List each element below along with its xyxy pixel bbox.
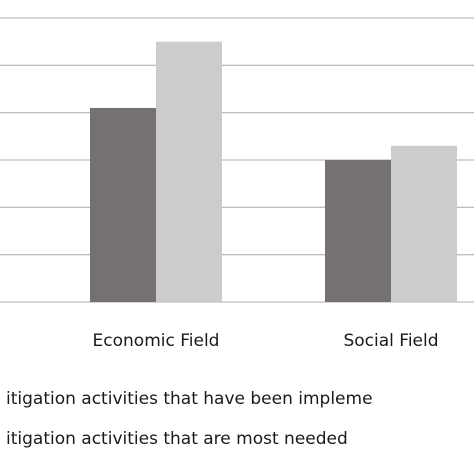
bar-implemented-1 xyxy=(90,107,156,302)
bars xyxy=(90,41,457,303)
legend: itigation activities that have been impl… xyxy=(6,389,373,449)
bar-needed-1 xyxy=(156,41,222,303)
bar-implemented-2 xyxy=(325,160,391,302)
x-tick-label: Social Field xyxy=(343,331,438,351)
legend-entry: itigation activities that are most neede… xyxy=(6,429,348,449)
gridlines xyxy=(0,17,474,303)
legend-entry: itigation activities that have been impl… xyxy=(6,389,373,409)
bar-needed-2 xyxy=(391,145,457,302)
x-tick-label: Economic Field xyxy=(93,331,220,351)
